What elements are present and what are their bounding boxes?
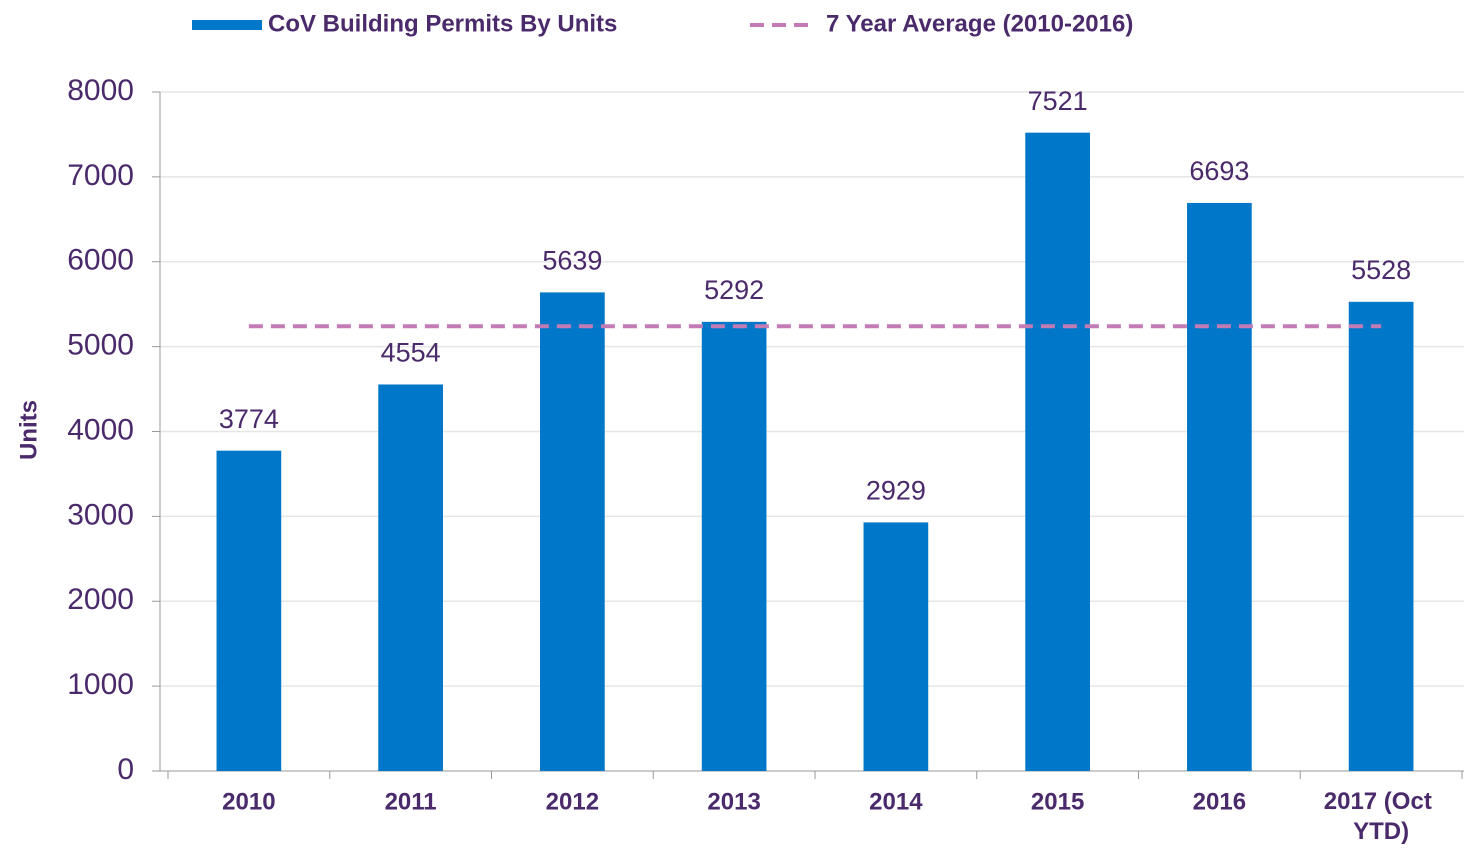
bar	[701, 321, 767, 771]
bar	[1187, 202, 1252, 771]
data-label: 5639	[542, 246, 602, 276]
data-label: 5528	[1351, 255, 1411, 285]
y-tick-label: 0	[117, 753, 134, 786]
bar	[540, 292, 605, 771]
legend-label: 7 Year Average (2010-2016)	[826, 10, 1133, 37]
data-label: 2929	[866, 476, 926, 506]
y-tick-label: 4000	[67, 413, 134, 446]
bar	[378, 384, 443, 771]
y-tick-label: 8000	[67, 74, 134, 107]
data-label: 3774	[219, 404, 279, 434]
data-label: 6693	[1189, 156, 1249, 186]
bar	[1025, 132, 1090, 771]
y-tick-label: 2000	[67, 583, 134, 616]
y-tick-label: 6000	[67, 244, 134, 277]
legend-swatch	[192, 20, 262, 30]
y-tick-label: 3000	[67, 498, 134, 531]
x-tick-label: 2016	[1193, 788, 1246, 815]
data-label: 5292	[704, 275, 764, 305]
y-axis-title: Units	[15, 400, 42, 460]
y-tick-label: 7000	[67, 159, 134, 192]
y-tick-label: 5000	[67, 329, 134, 362]
bar	[863, 522, 929, 771]
legend-label: CoV Building Permits By Units	[268, 10, 617, 37]
bar	[1348, 301, 1414, 771]
x-tick-label: 2011	[385, 788, 437, 815]
x-tick-label: 2013	[707, 788, 760, 815]
x-tick-label: 2015	[1031, 788, 1084, 815]
x-tick-label: 2012	[546, 788, 599, 815]
data-label: 4554	[381, 338, 441, 368]
x-tick-label: 2017 (Oct YTD)	[1324, 788, 1439, 845]
y-tick-label: 1000	[67, 668, 134, 701]
label-line: YTD)	[1353, 818, 1409, 845]
bar	[216, 450, 282, 771]
x-tick-label: 2010	[222, 788, 275, 815]
x-tick-label: 2014	[869, 788, 923, 815]
data-label: 7521	[1028, 86, 1088, 116]
label-line: 2017 (Oct	[1324, 788, 1439, 815]
